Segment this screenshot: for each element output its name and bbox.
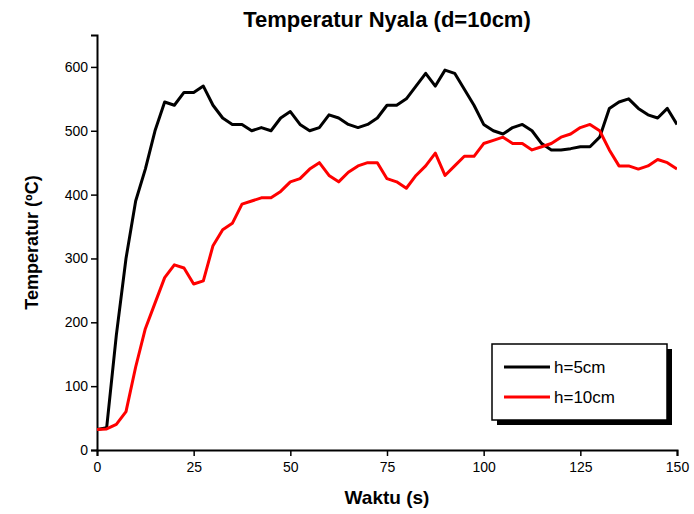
legend-swatch	[504, 366, 550, 369]
x-tick-label: 0	[94, 459, 102, 475]
y-tick: 200	[65, 314, 97, 330]
y-tick: 0	[80, 442, 97, 458]
y-tick-label: 400	[65, 187, 89, 203]
x-tick: 25	[186, 450, 202, 475]
legend-swatch	[504, 396, 550, 399]
y-tick: 600	[65, 59, 97, 75]
x-tick-label: 150	[666, 459, 690, 475]
x-tick-mark	[677, 450, 679, 456]
y-tick-mark	[91, 194, 97, 196]
y-tick-mark	[91, 386, 97, 388]
x-tick-label: 125	[569, 459, 593, 475]
x-tick: 50	[283, 450, 299, 475]
y-tick: 300	[65, 250, 97, 266]
x-tick: 75	[380, 450, 396, 475]
x-tick-mark	[580, 450, 582, 456]
x-tick-label: 25	[186, 459, 202, 475]
x-tick-label: 75	[380, 459, 396, 475]
x-axis-title: Waktu (s)	[345, 487, 430, 508]
y-tick-label: 0	[80, 442, 88, 458]
series-line	[97, 124, 677, 429]
y-axis-title: Temperatur (ºC)	[22, 175, 42, 309]
y-tick-label: 500	[65, 123, 89, 139]
legend: h=5cm h=10cm	[492, 344, 672, 425]
x-tick-mark	[290, 450, 292, 456]
y-tick-label: 300	[65, 250, 89, 266]
x-tick-mark	[193, 450, 195, 456]
y-tick: 400	[65, 187, 97, 203]
x-tick: 100	[472, 450, 496, 475]
y-tick-mark	[91, 258, 97, 260]
legend-box	[492, 344, 667, 420]
x-axis: 0 25 50 75 100 125 150	[94, 450, 690, 475]
x-tick: 125	[569, 450, 593, 475]
x-tick-mark	[483, 450, 485, 456]
y-tick-label: 200	[65, 314, 89, 330]
y-tick: 100	[65, 378, 97, 394]
chart: 0 25 50 75 100 125 150 0 100 200 300 400 500 600 Tempe…	[0, 0, 694, 514]
x-axis-line	[98, 451, 678, 457]
y-tick-label: 600	[65, 59, 89, 75]
x-tick: 150	[666, 450, 690, 475]
x-tick-label: 100	[472, 459, 496, 475]
legend-label: h=5cm	[554, 358, 606, 377]
series-line	[97, 70, 677, 429]
plot-area	[97, 70, 677, 429]
y-tick: 500	[65, 123, 97, 139]
legend-label: h=10cm	[554, 388, 615, 407]
y-axis-line	[91, 36, 98, 451]
y-tick-mark	[91, 67, 97, 69]
x-tick-mark	[387, 450, 389, 456]
y-tick-mark	[91, 322, 97, 324]
y-tick-label: 100	[65, 378, 89, 394]
y-tick-mark	[91, 450, 97, 452]
title: Temperatur Nyala (d=10cm)	[243, 7, 531, 32]
y-axis: 0 100 200 300 400 500 600	[65, 36, 98, 458]
y-tick-mark	[91, 131, 97, 133]
x-tick-label: 50	[283, 459, 299, 475]
x-tick: 0	[94, 450, 102, 475]
